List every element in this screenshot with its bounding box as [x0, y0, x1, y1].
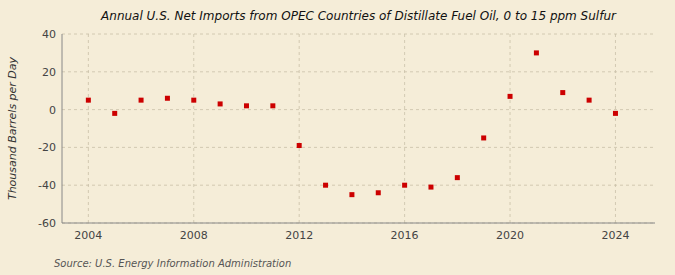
point — [428, 185, 433, 190]
x-tick-label: 2024 — [601, 229, 629, 242]
grid — [62, 34, 655, 223]
point — [587, 98, 592, 103]
point — [534, 50, 539, 55]
y-grid-line — [62, 71, 655, 72]
y-grid-line — [62, 223, 655, 224]
x-grid-line — [615, 34, 616, 223]
point — [244, 103, 249, 108]
point — [481, 135, 486, 140]
chart-container: -60 -40 -20 0 20 40 2004 2008 2012 2016 2020 2024 An… — [0, 0, 675, 275]
point — [349, 192, 354, 197]
points — [86, 50, 618, 197]
y-grid-line — [62, 185, 655, 186]
x-tick-label: 2016 — [391, 229, 419, 242]
x-tick-label: 2004 — [74, 229, 102, 242]
point — [86, 98, 91, 103]
y-grid-line — [62, 34, 655, 35]
y-tick-label: 20 — [42, 66, 56, 79]
point — [323, 183, 328, 188]
x-grid-line — [193, 34, 194, 223]
point — [508, 94, 513, 99]
title: Annual U.S. Net Imports from OPEC Countr… — [100, 9, 617, 23]
chart: -60 -40 -20 0 20 40 2004 2008 2012 2016 2020 2024 An… — [0, 0, 675, 275]
point — [218, 101, 223, 106]
point — [191, 98, 196, 103]
point — [270, 103, 275, 108]
source-note: Source: U.S. Energy Information Administ… — [54, 258, 291, 269]
point — [613, 111, 618, 116]
background — [0, 0, 675, 275]
point — [139, 98, 144, 103]
y-tick-label: -60 — [38, 217, 56, 230]
y-grid-line — [62, 147, 655, 148]
y-grid-line — [62, 109, 655, 110]
point — [402, 183, 407, 188]
x-grid-line — [299, 34, 300, 223]
x-grid-line — [404, 34, 405, 223]
x-tick-label: 2020 — [496, 229, 524, 242]
y-tick-label: 0 — [49, 104, 56, 117]
point — [455, 175, 460, 180]
x-grid-line — [88, 34, 89, 223]
y-axis-line — [62, 34, 63, 223]
x-grid-line — [510, 34, 511, 223]
point — [376, 190, 381, 195]
y-tick-label: 40 — [42, 28, 56, 41]
x-tick-label: 2008 — [180, 229, 208, 242]
y-axis-label: Thousand Barrels per Day — [6, 56, 19, 200]
point — [560, 90, 565, 95]
y-tick-label: -40 — [38, 179, 56, 192]
point — [297, 143, 302, 148]
point — [165, 96, 170, 101]
y-tick-label: -20 — [38, 141, 56, 154]
point — [112, 111, 117, 116]
x-axis-line — [62, 223, 655, 224]
x-tick-label: 2012 — [285, 229, 313, 242]
